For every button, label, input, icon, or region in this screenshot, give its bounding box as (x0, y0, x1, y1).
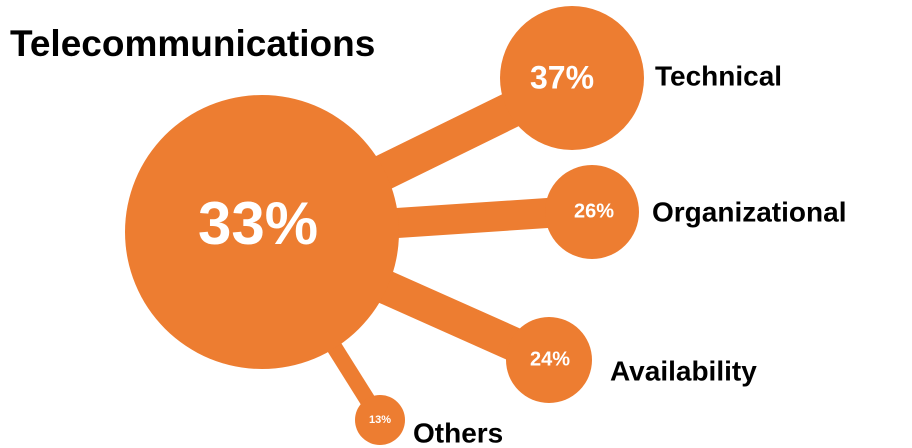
bubble (355, 395, 405, 445)
center-value: 33% (198, 190, 318, 257)
node-value: 24% (530, 348, 570, 370)
bubbles (125, 6, 644, 445)
bubble (506, 317, 592, 403)
title: Telecommunications (10, 23, 375, 64)
node-label: Organizational (652, 196, 846, 227)
node-value: 13% (369, 414, 391, 426)
bubble (545, 165, 639, 259)
bubble (500, 6, 644, 150)
node-value: 26% (574, 200, 614, 222)
node-value: 37% (530, 59, 594, 95)
node-label: Others (413, 417, 503, 448)
node-label: Availability (610, 355, 757, 386)
center-bubble (125, 95, 399, 369)
node-label: Technical (655, 60, 782, 91)
